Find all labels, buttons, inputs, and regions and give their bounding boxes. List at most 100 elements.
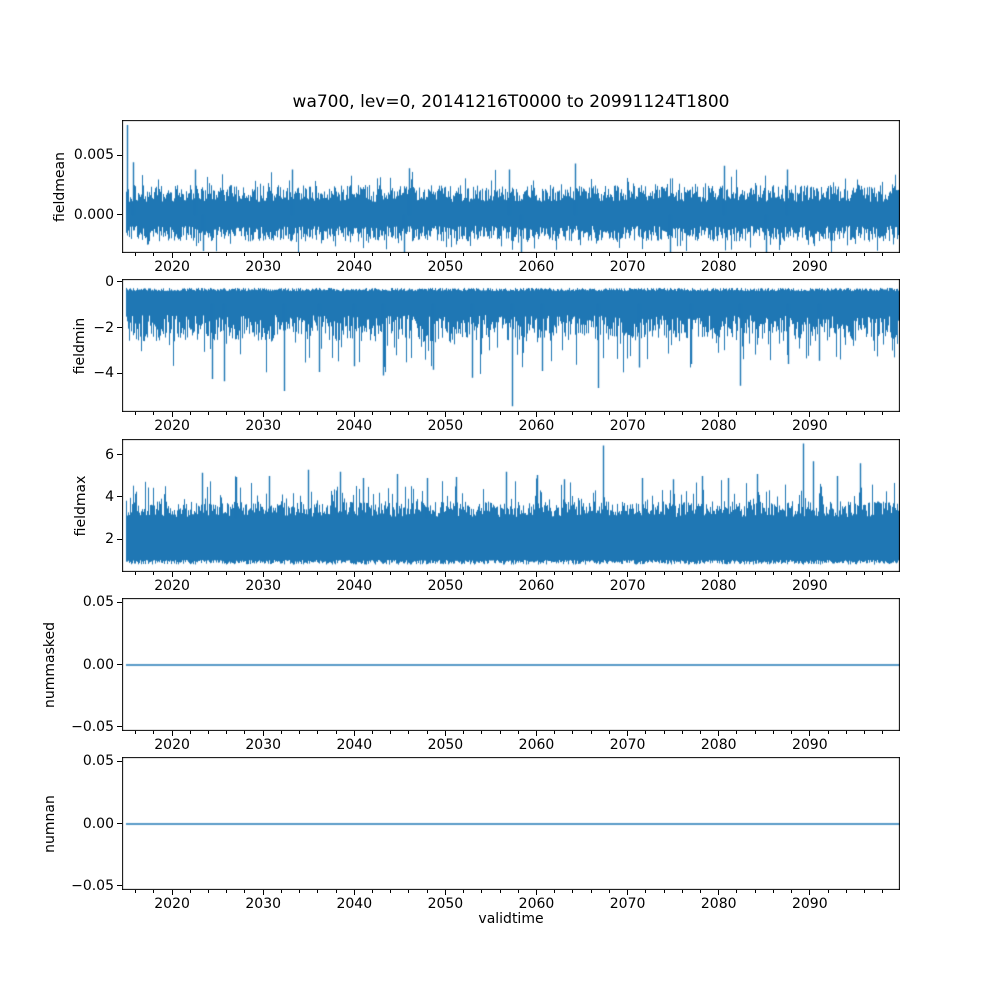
- x-tick: [536, 731, 537, 736]
- x-minor-tick: [499, 572, 501, 575]
- x-tick-label: 2060: [518, 418, 555, 434]
- x-minor-tick: [335, 731, 337, 734]
- x-minor-tick: [208, 412, 210, 415]
- x-minor-tick: [645, 572, 647, 575]
- x-minor-tick: [699, 890, 701, 893]
- x-minor-tick: [645, 253, 647, 256]
- x-minor-tick: [845, 731, 847, 734]
- x-minor-tick: [663, 412, 665, 415]
- x-tick-label: 2040: [336, 737, 373, 753]
- x-minor-tick: [608, 890, 610, 893]
- x-minor-tick: [408, 253, 410, 256]
- y-tick: [117, 538, 122, 540]
- x-minor-tick: [335, 253, 337, 256]
- x-tick-label: 2030: [245, 259, 282, 275]
- x-minor-tick: [590, 572, 592, 575]
- x-minor-tick: [554, 253, 556, 256]
- x-minor-tick: [299, 572, 301, 575]
- x-minor-tick: [699, 572, 701, 575]
- y-tick: [117, 496, 122, 498]
- y-tick: [117, 726, 122, 728]
- x-minor-tick: [153, 890, 155, 893]
- x-minor-tick: [372, 572, 374, 575]
- x-minor-tick: [736, 890, 738, 893]
- x-tick-label: 2050: [427, 737, 464, 753]
- x-minor-tick: [135, 572, 137, 575]
- fieldmin-series-canvas: [122, 279, 900, 412]
- x-tick-label: 2080: [700, 737, 737, 753]
- x-minor-tick: [699, 412, 701, 415]
- x-tick: [627, 412, 629, 417]
- x-minor-tick: [863, 253, 865, 256]
- x-minor-tick: [226, 890, 228, 893]
- x-minor-tick: [463, 253, 465, 256]
- x-minor-tick: [372, 253, 374, 256]
- x-tick: [444, 253, 446, 258]
- x-minor-tick: [772, 412, 774, 415]
- x-tick-label: 2080: [700, 578, 737, 594]
- x-tick-label: 2030: [245, 896, 282, 912]
- x-minor-tick: [554, 731, 556, 734]
- x-minor-tick: [463, 731, 465, 734]
- y-tick-label: 2: [105, 531, 114, 547]
- x-minor-tick: [754, 731, 756, 734]
- x-tick: [353, 253, 355, 258]
- x-tick: [627, 890, 629, 895]
- x-tick: [718, 890, 720, 895]
- y-tick-label: 0: [105, 273, 114, 290]
- x-minor-tick: [299, 253, 301, 256]
- x-minor-tick: [736, 253, 738, 256]
- x-tick: [171, 731, 173, 736]
- x-tick-label: 2090: [791, 578, 828, 594]
- x-minor-tick: [499, 731, 501, 734]
- x-minor-tick: [608, 572, 610, 575]
- x-minor-tick: [645, 412, 647, 415]
- x-minor-tick: [463, 890, 465, 893]
- y-tick: [117, 154, 122, 156]
- x-tick-label: 2020: [154, 578, 190, 594]
- x-minor-tick: [317, 890, 319, 893]
- x-tick-label: 2040: [336, 578, 373, 594]
- y-tick-label: 0.00: [82, 815, 114, 832]
- x-tick-label: 2020: [154, 896, 190, 912]
- x-minor-tick: [772, 572, 774, 575]
- y-tick-label: −0.05: [71, 877, 114, 894]
- x-tick: [809, 731, 811, 736]
- x-tick-label: 2050: [427, 578, 464, 594]
- x-minor-tick: [882, 572, 884, 575]
- x-minor-tick: [426, 890, 428, 893]
- x-minor-tick: [681, 731, 683, 734]
- y-tick: [117, 372, 122, 374]
- y-tick-label: −4: [93, 365, 114, 382]
- x-minor-tick: [663, 890, 665, 893]
- x-minor-tick: [590, 412, 592, 415]
- x-minor-tick: [517, 731, 519, 734]
- y-tick: [117, 760, 122, 762]
- x-minor-tick: [390, 731, 392, 734]
- x-minor-tick: [663, 572, 665, 575]
- x-tick: [444, 572, 446, 577]
- x-minor-tick: [226, 412, 228, 415]
- x-tick-label: 2050: [427, 896, 464, 912]
- x-tick-label: 2060: [518, 578, 555, 594]
- x-minor-tick: [135, 253, 137, 256]
- x-minor-tick: [153, 253, 155, 256]
- x-tick: [444, 731, 446, 736]
- x-minor-tick: [481, 890, 483, 893]
- x-tick: [627, 572, 629, 577]
- x-minor-tick: [517, 890, 519, 893]
- x-tick-label: 2060: [518, 737, 555, 753]
- x-minor-tick: [135, 731, 137, 734]
- x-minor-tick: [791, 890, 793, 893]
- x-tick: [171, 890, 173, 895]
- x-tick-label: 2070: [609, 896, 646, 912]
- x-tick: [809, 253, 811, 258]
- x-minor-tick: [736, 731, 738, 734]
- y-tick: [117, 823, 122, 824]
- y-tick-label: −0.05: [71, 718, 114, 735]
- x-minor-tick: [153, 731, 155, 734]
- x-minor-tick: [299, 731, 301, 734]
- x-minor-tick: [335, 412, 337, 415]
- x-tick: [718, 253, 720, 258]
- x-tick-label: 2030: [245, 418, 282, 434]
